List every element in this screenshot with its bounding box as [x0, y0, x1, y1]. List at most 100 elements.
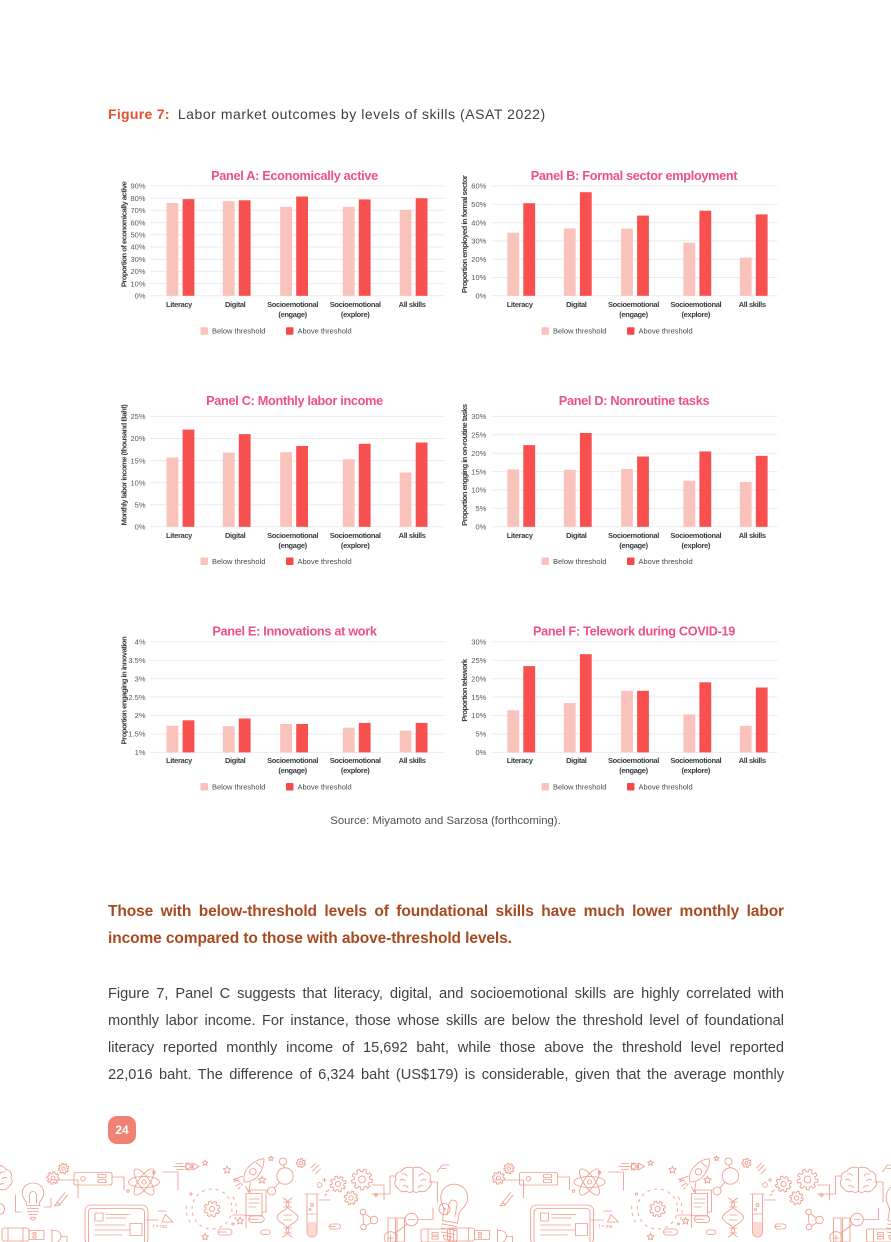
svg-text:Above threshold: Above threshold [298, 783, 352, 792]
svg-text:All skills: All skills [399, 300, 426, 309]
svg-text:Above threshold: Above threshold [639, 783, 693, 792]
svg-text:40%: 40% [471, 218, 486, 227]
svg-text:Socioemotional: Socioemotional [670, 756, 721, 765]
svg-text:All skills: All skills [739, 531, 766, 540]
svg-text:1.5%: 1.5% [128, 730, 145, 739]
svg-text:Literacy: Literacy [507, 300, 534, 309]
svg-text:50%: 50% [130, 231, 145, 240]
svg-text:Panel C: Monthly labor income: Panel C: Monthly labor income [206, 394, 383, 408]
svg-text:25%: 25% [471, 431, 486, 440]
svg-text:(explore): (explore) [341, 766, 370, 775]
svg-text:Socioemotional: Socioemotional [267, 756, 318, 765]
svg-text:Panel A: Economically active: Panel A: Economically active [211, 169, 378, 183]
svg-text:Proportion telework: Proportion telework [460, 658, 469, 722]
svg-text:Digital: Digital [225, 756, 246, 765]
svg-text:Below threshold: Below threshold [553, 557, 606, 566]
svg-text:(engage): (engage) [619, 766, 648, 775]
svg-text:Above threshold: Above threshold [298, 327, 352, 336]
svg-text:1%: 1% [135, 748, 146, 757]
svg-text:f = ma: f = ma [153, 1224, 167, 1230]
svg-text:All skills: All skills [739, 300, 766, 309]
svg-text:Below threshold: Below threshold [553, 327, 606, 336]
svg-text:All skills: All skills [399, 531, 426, 540]
svg-text:15%: 15% [471, 693, 486, 702]
svg-text:0%: 0% [135, 523, 146, 532]
svg-text:Socioemotional: Socioemotional [267, 300, 318, 309]
svg-text:3%: 3% [135, 674, 146, 683]
svg-text:Proportion employed in formal: Proportion employed in formal sector [460, 175, 469, 293]
svg-text:0%: 0% [475, 748, 486, 757]
svg-text:(engage): (engage) [278, 766, 307, 775]
svg-text:Literacy: Literacy [166, 756, 193, 765]
svg-text:50%: 50% [471, 200, 486, 209]
svg-text:Proportion of economically act: Proportion of economically active [119, 181, 128, 287]
svg-text:Monthly labor income (thousand: Monthly labor income (thousand Baht) [119, 404, 128, 526]
svg-text:Above threshold: Above threshold [639, 327, 693, 336]
svg-text:2%: 2% [135, 711, 146, 720]
svg-text:3.5%: 3.5% [128, 656, 145, 665]
svg-text:0%: 0% [475, 523, 486, 532]
svg-text:Digital: Digital [566, 531, 587, 540]
svg-text:Literacy: Literacy [166, 531, 193, 540]
svg-text:Literacy: Literacy [166, 300, 193, 309]
svg-text:5%: 5% [475, 504, 486, 513]
svg-text:Panel F: Telework during COVID: Panel F: Telework during COVID-19 [533, 624, 735, 638]
svg-text:30%: 30% [471, 412, 486, 421]
svg-text:70%: 70% [130, 206, 145, 215]
svg-text:(engage): (engage) [278, 541, 307, 550]
svg-text:10%: 10% [130, 478, 145, 487]
svg-text:10%: 10% [130, 279, 145, 288]
svg-text:(explore): (explore) [341, 310, 370, 319]
svg-text:Below threshold: Below threshold [553, 783, 606, 792]
svg-text:(engage): (engage) [619, 541, 648, 550]
svg-text:Socioemotional: Socioemotional [330, 756, 381, 765]
svg-text:10%: 10% [471, 273, 486, 282]
svg-text:20%: 20% [471, 674, 486, 683]
svg-text:Socioemotional: Socioemotional [330, 300, 381, 309]
svg-text:15%: 15% [130, 456, 145, 465]
svg-text:(explore): (explore) [682, 310, 711, 319]
svg-text:Socioemotional: Socioemotional [608, 531, 659, 540]
svg-text:Above threshold: Above threshold [639, 557, 693, 566]
svg-text:Literacy: Literacy [507, 756, 534, 765]
svg-text:25%: 25% [471, 656, 486, 665]
svg-text:25%: 25% [130, 412, 145, 421]
svg-text:10%: 10% [471, 486, 486, 495]
svg-text:60%: 60% [130, 218, 145, 227]
svg-text:Digital: Digital [225, 300, 246, 309]
svg-text:Digital: Digital [566, 756, 587, 765]
svg-text:Panel E: Innovations at work: Panel E: Innovations at work [212, 624, 378, 638]
svg-text:Socioemotional: Socioemotional [608, 300, 659, 309]
svg-text:2.5%: 2.5% [128, 693, 145, 702]
svg-text:20%: 20% [471, 255, 486, 264]
svg-text:(engage): (engage) [619, 310, 648, 319]
svg-text:60%: 60% [471, 182, 486, 191]
svg-text:Literacy: Literacy [507, 531, 534, 540]
svg-text:Socioemotional: Socioemotional [670, 531, 721, 540]
svg-text:5%: 5% [135, 500, 146, 509]
svg-text:Socioemotional: Socioemotional [267, 531, 318, 540]
svg-text:Proportion engaging in innovat: Proportion engaging in innovation [119, 636, 128, 744]
svg-text:80%: 80% [130, 194, 145, 203]
svg-text:30%: 30% [471, 237, 486, 246]
svg-text:f = ma: f = ma [599, 1224, 613, 1230]
svg-text:Socioemotional: Socioemotional [670, 300, 721, 309]
svg-text:Below threshold: Below threshold [212, 557, 265, 566]
svg-text:10%: 10% [471, 711, 486, 720]
svg-text:40%: 40% [130, 243, 145, 252]
svg-text:30%: 30% [471, 637, 486, 646]
svg-text:(engage): (engage) [278, 310, 307, 319]
svg-text:30%: 30% [130, 255, 145, 264]
svg-text:Digital: Digital [566, 300, 587, 309]
svg-text:Proportion engging in on-routi: Proportion engging in on-routine tasks [460, 404, 469, 526]
svg-text:5%: 5% [475, 730, 486, 739]
svg-text:(explore): (explore) [341, 541, 370, 550]
svg-text:All skills: All skills [399, 756, 426, 765]
svg-text:15%: 15% [471, 467, 486, 476]
svg-text:Socioemotional: Socioemotional [608, 756, 659, 765]
svg-text:(explore): (explore) [682, 541, 711, 550]
svg-text:20%: 20% [130, 434, 145, 443]
svg-text:Socioemotional: Socioemotional [330, 531, 381, 540]
svg-text:0%: 0% [475, 292, 486, 301]
svg-text:Below threshold: Below threshold [212, 783, 265, 792]
